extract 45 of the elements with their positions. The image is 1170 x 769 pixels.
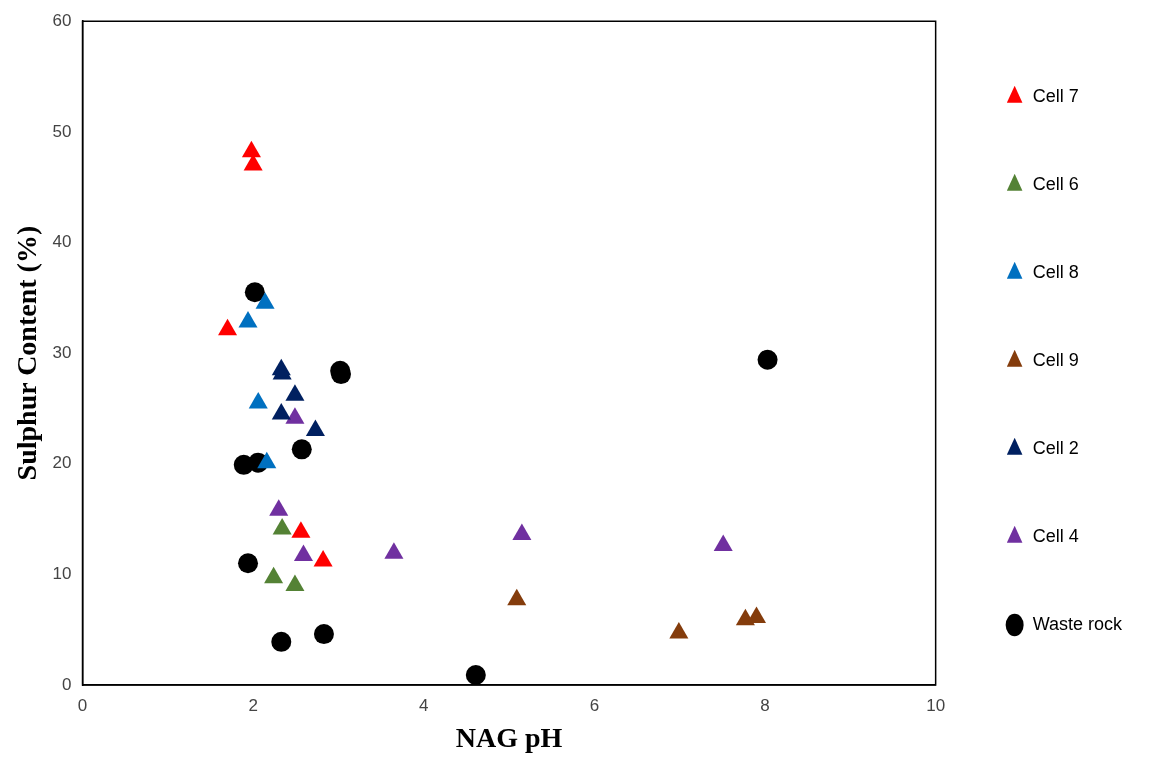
- x-tick-label: 10: [926, 695, 946, 715]
- y-tick-label: 50: [52, 121, 72, 141]
- legend-label: Waste rock: [1032, 613, 1123, 634]
- y-axis-title: Sulphur Content (%): [11, 225, 43, 481]
- y-tick-label: 20: [52, 453, 72, 473]
- point: [269, 499, 289, 516]
- point: [248, 391, 268, 409]
- y-tick-label: 0: [62, 674, 72, 694]
- legend-label: Cell 8: [1032, 261, 1079, 282]
- point: [218, 318, 238, 336]
- point: [255, 292, 275, 309]
- point: [241, 140, 261, 158]
- point: [285, 384, 305, 401]
- point: [243, 154, 263, 171]
- y-tick-label: 30: [52, 342, 72, 362]
- point: [285, 574, 305, 591]
- legend-label: Cell 9: [1032, 349, 1079, 370]
- x-tick-label: 4: [419, 695, 429, 715]
- point: [384, 542, 404, 559]
- x-tick-label: 8: [760, 695, 770, 715]
- x-tick-label: 2: [248, 695, 258, 715]
- point: [272, 518, 292, 535]
- x-tick-label: 0: [77, 695, 88, 715]
- point: [293, 544, 313, 562]
- legend-label: Cell 2: [1032, 437, 1079, 458]
- y-tick-label: 10: [52, 564, 72, 584]
- point: [238, 311, 258, 328]
- point: [271, 402, 291, 420]
- x-axis-title: NAG pH: [455, 722, 563, 754]
- legend-label: Cell 4: [1032, 525, 1079, 546]
- point: [257, 451, 277, 469]
- point: [313, 550, 333, 567]
- x-tick-label: 6: [589, 695, 600, 715]
- point: [285, 407, 305, 424]
- point: [291, 521, 311, 538]
- point: [305, 419, 325, 437]
- y-tick-label: 40: [52, 232, 72, 252]
- point: [512, 523, 532, 541]
- point: [713, 534, 733, 552]
- y-tick-label: 60: [52, 10, 72, 30]
- legend-label: Cell 6: [1032, 173, 1079, 194]
- point: [507, 588, 527, 606]
- point: [264, 566, 284, 584]
- legend-label: Cell 7: [1032, 85, 1079, 106]
- point: [669, 622, 689, 639]
